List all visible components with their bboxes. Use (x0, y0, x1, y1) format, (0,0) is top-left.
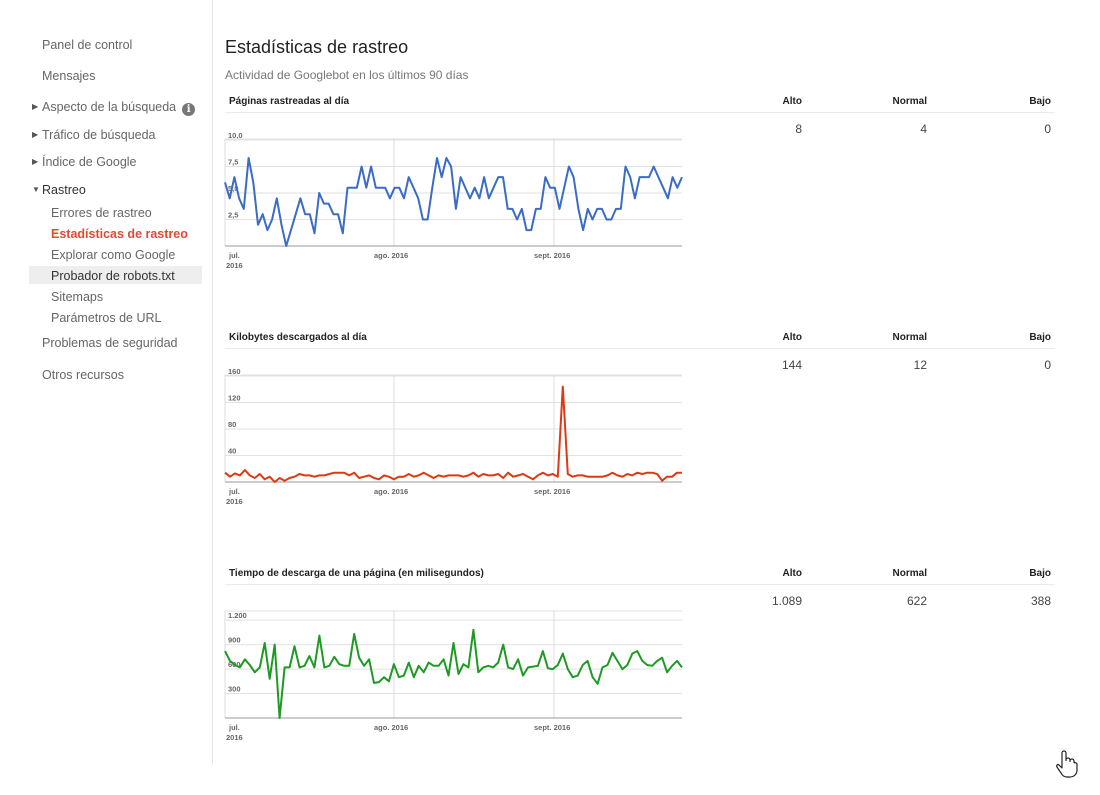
chart-section-kilobytes: Kilobytes descargados al día Alto Normal… (224, 332, 1055, 522)
section-header: Tiempo de descarga de una página (en mil… (225, 568, 1055, 585)
stat-high: 144 (781, 358, 802, 372)
page-title: Estadísticas de rastreo (225, 37, 409, 57)
x-tick-label: jul. (228, 251, 240, 260)
col-header-low: Bajo (1029, 568, 1051, 579)
nav-highlight (29, 266, 202, 284)
stat-normal: 622 (906, 594, 927, 608)
section-header: Kilobytes descargados al día Alto Normal… (225, 332, 1055, 349)
x-tick-label: ago. 2016 (374, 487, 408, 496)
col-header-high: Alto (782, 332, 802, 343)
y-tick-label: 300 (228, 685, 241, 694)
y-tick-label: 7,5 (228, 158, 238, 167)
stat-low: 0 (1044, 122, 1051, 136)
series-line[interactable] (224, 157, 683, 247)
x-tick-year: 2016 (226, 733, 243, 742)
x-tick-label: ago. 2016 (374, 251, 408, 260)
x-tick-year: 2016 (226, 497, 243, 506)
x-tick-label: sept. 2016 (534, 251, 570, 260)
y-tick-label: 120 (228, 394, 241, 403)
sidebar-item-sitemaps[interactable]: Sitemaps (51, 290, 104, 304)
stat-low: 388 (1030, 594, 1051, 608)
y-tick-label: 80 (228, 420, 236, 429)
sidebar-item-explorar-como-google[interactable]: Explorar como Google (51, 248, 176, 262)
chart-section-pages: Páginas rastreadas al día Alto Normal Ba… (224, 96, 1055, 286)
x-tick-label: sept. 2016 (534, 723, 570, 732)
sidebar-item-otros-recursos[interactable]: Otros recursos (42, 368, 124, 382)
col-header-high: Alto (782, 96, 802, 107)
x-tick-label: ago. 2016 (374, 723, 408, 732)
chevron-right-icon[interactable]: ▶ (32, 130, 39, 139)
section-title: Tiempo de descarga de una página (en mil… (229, 568, 484, 579)
stat-normal: 12 (913, 358, 927, 372)
section-title: Kilobytes descargados al día (229, 332, 367, 343)
y-tick-label: 160 (228, 367, 241, 376)
line-chart[interactable]: 2,5 5,0 7,5 10,0 jul. ago. 2016 sept. 2016 2016 (224, 131, 685, 282)
sidebar-item-mensajes[interactable]: Mensajes (42, 69, 96, 83)
col-header-high: Alto (782, 568, 802, 579)
chevron-right-icon[interactable]: ▶ (32, 157, 39, 166)
stat-low: 0 (1044, 358, 1051, 372)
line-chart[interactable]: 40 80 120 160 jul. ago. 2016 sept. 2016 2016 (224, 367, 685, 518)
chevron-right-icon[interactable]: ▶ (32, 102, 39, 111)
y-tick-label: 10,0 (228, 131, 243, 140)
stat-high: 8 (795, 122, 802, 136)
series-line[interactable] (224, 628, 683, 719)
chevron-down-icon[interactable]: ▼ (32, 185, 40, 194)
col-header-normal: Normal (892, 332, 927, 343)
sidebar-item-probador-robots[interactable]: Probador de robots.txt (51, 269, 175, 283)
x-tick-label: sept. 2016 (534, 487, 570, 496)
sidebar-item-rastreo[interactable]: Rastreo (42, 183, 86, 197)
x-tick-label: jul. (228, 723, 240, 732)
sidebar-item-aspecto-busqueda[interactable]: Aspecto de la búsqueda i (42, 100, 196, 116)
y-tick-label: 40 (228, 447, 236, 456)
sidebar: Panel de control Mensajes ▶ Aspecto de l… (0, 0, 213, 765)
x-tick-year: 2016 (226, 261, 243, 270)
sidebar-item-indice-google[interactable]: Índice de Google (42, 155, 137, 169)
col-header-low: Bajo (1029, 332, 1051, 343)
stat-high: 1.089 (771, 594, 802, 608)
section-header: Páginas rastreadas al día Alto Normal Ba… (225, 96, 1055, 113)
y-tick-label: 5,0 (228, 184, 238, 193)
section-title: Páginas rastreadas al día (229, 96, 350, 107)
sidebar-item-estadisticas-rastreo[interactable]: Estadísticas de rastreo (51, 227, 188, 241)
series-line[interactable] (224, 385, 682, 483)
sidebar-item-errores-rastreo[interactable]: Errores de rastreo (51, 206, 152, 220)
sidebar-item-problemas-seguridad[interactable]: Problemas de seguridad (42, 336, 178, 350)
y-tick-label: 900 (228, 636, 241, 645)
col-header-low: Bajo (1029, 96, 1051, 107)
chart-section-download-time: Tiempo de descarga de una página (en mil… (224, 568, 1055, 758)
page-subtitle: Actividad de Googlebot en los últimos 90… (225, 68, 469, 82)
col-header-normal: Normal (892, 96, 927, 107)
hand-cursor-icon (1056, 750, 1078, 778)
info-icon[interactable]: i (182, 103, 196, 116)
sidebar-item-trafico-busqueda[interactable]: Tráfico de búsqueda (42, 128, 156, 142)
sidebar-item-label: Aspecto de la búsqueda (42, 100, 177, 114)
y-tick-label: 1.200 (228, 611, 247, 620)
y-tick-label: 2,5 (228, 211, 238, 220)
col-header-normal: Normal (892, 568, 927, 579)
x-tick-label: jul. (228, 487, 240, 496)
sidebar-item-panel-de-control[interactable]: Panel de control (42, 38, 133, 52)
sidebar-item-parametros-url[interactable]: Parámetros de URL (51, 311, 162, 325)
stat-normal: 4 (920, 122, 927, 136)
